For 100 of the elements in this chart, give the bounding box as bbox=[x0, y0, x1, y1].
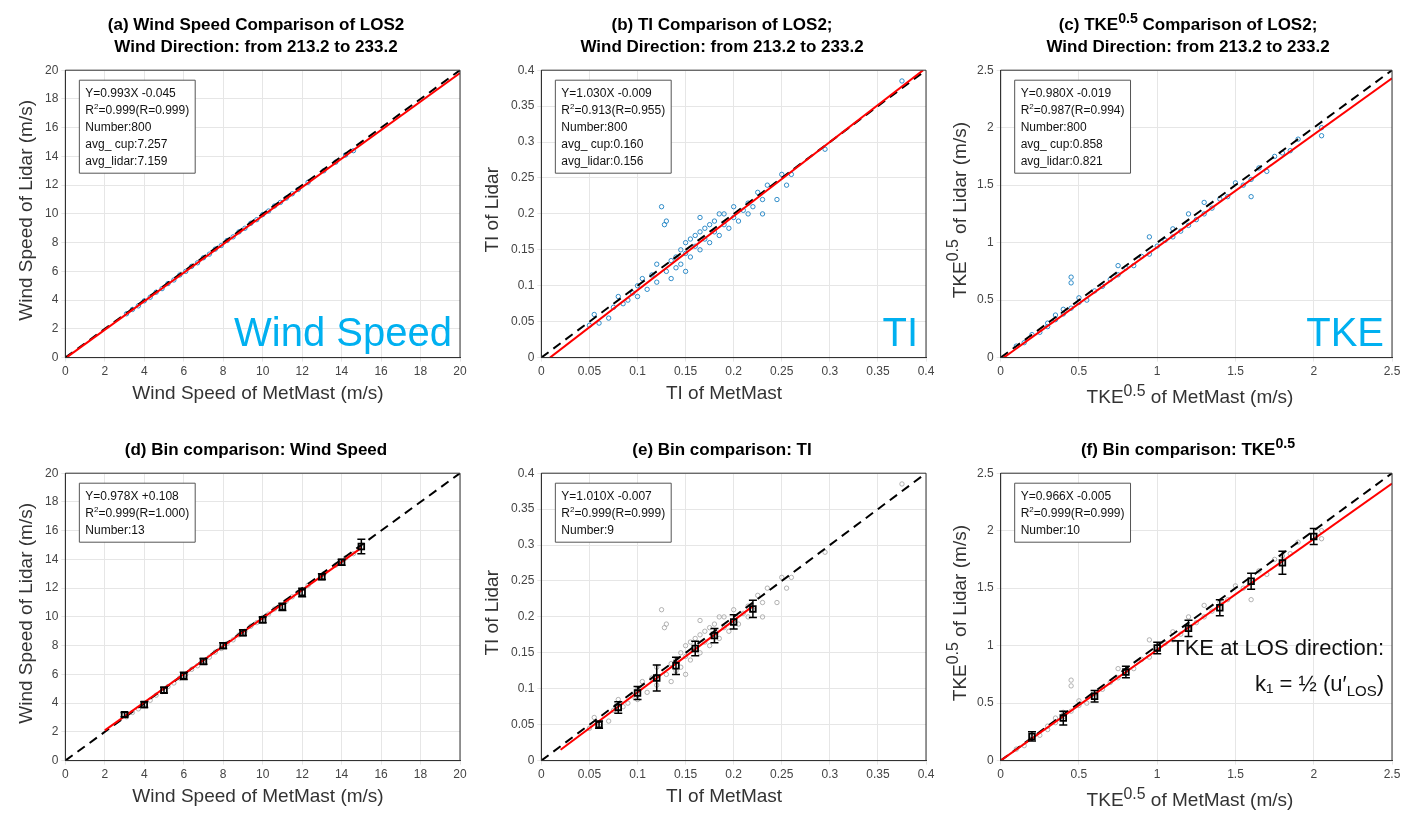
y-tick-label: 2 bbox=[51, 321, 59, 336]
y-tick-label: 18 bbox=[44, 494, 59, 509]
chart-title: (a) Wind Speed Comparison of LOS2 Wind Direction: from 213.2 to 233.2 bbox=[107, 14, 405, 58]
y-tick-label: 0 bbox=[986, 349, 994, 364]
y-tick-label: 1.5 bbox=[976, 177, 994, 192]
x-tick-label: 1.5 bbox=[1227, 364, 1245, 379]
y-tick-label: 6 bbox=[51, 666, 59, 681]
y-tick-label: 0.05 bbox=[511, 313, 535, 328]
y-tick-label: 0.2 bbox=[517, 206, 535, 221]
y-axis-title: Wind Speed of Lidar (m/s) bbox=[15, 99, 37, 321]
y-tick-label: 0.15 bbox=[511, 242, 535, 257]
x-tick-label: 0.05 bbox=[577, 364, 602, 379]
y-tick-label: 0.25 bbox=[511, 573, 535, 588]
x-tick-label: 2 bbox=[1310, 767, 1318, 782]
x-tick-label: 0 bbox=[538, 767, 546, 782]
x-tick-label: 4 bbox=[140, 364, 148, 379]
x-tick-label: 2.5 bbox=[1383, 767, 1401, 782]
y-axis-title: Wind Speed of Lidar (m/s) bbox=[15, 502, 37, 724]
x-tick-label: 0.15 bbox=[673, 767, 698, 782]
annotation: TKE bbox=[1306, 309, 1384, 354]
y-tick-label: 0.5 bbox=[976, 695, 994, 710]
x-tick-label: 0.1 bbox=[629, 364, 647, 379]
y-tick-label: 16 bbox=[44, 522, 59, 537]
x-tick-label: 2 bbox=[101, 767, 109, 782]
y-tick-label: 0 bbox=[986, 752, 994, 767]
y-tick-label: 18 bbox=[44, 91, 59, 106]
x-tick-label: 1 bbox=[1153, 767, 1161, 782]
y-tick-label: 0.3 bbox=[517, 134, 535, 149]
x-tick-label: 2 bbox=[1310, 364, 1318, 379]
x-tick-label: 0.5 bbox=[1070, 767, 1088, 782]
y-axis-title: TI of Lidar bbox=[481, 167, 503, 253]
y-tick-label: 2 bbox=[986, 119, 994, 134]
y-tick-label: 0.25 bbox=[511, 170, 535, 185]
x-tick-label: 0.3 bbox=[821, 767, 839, 782]
x-tick-label: 1 bbox=[1153, 364, 1161, 379]
x-tick-label: 0 bbox=[62, 364, 69, 379]
x-tick-label: 14 bbox=[334, 767, 349, 782]
y-tick-label: 1.5 bbox=[976, 580, 994, 595]
y-tick-label: 0 bbox=[527, 349, 535, 364]
y-tick-label: 0.35 bbox=[511, 98, 535, 113]
x-tick-label: 0.35 bbox=[866, 364, 890, 379]
x-tick-label: 14 bbox=[334, 364, 349, 379]
x-tick-label: 0 bbox=[62, 767, 69, 782]
x-tick-label: 12 bbox=[295, 364, 310, 379]
x-tick-label: 10 bbox=[255, 364, 270, 379]
annotation: TKE at LOS direction: bbox=[1171, 634, 1385, 660]
x-tick-label: 0 bbox=[538, 364, 546, 379]
y-tick-label: 0.4 bbox=[517, 465, 535, 480]
x-tick-label: 20 bbox=[453, 767, 467, 782]
y-tick-label: 14 bbox=[44, 148, 59, 163]
y-tick-label: 6 bbox=[51, 263, 59, 278]
y-tick-label: 20 bbox=[44, 465, 59, 480]
y-tick-label: 0.2 bbox=[517, 609, 535, 624]
x-tick-label: 10 bbox=[255, 767, 270, 782]
y-tick-label: 0.1 bbox=[517, 278, 535, 293]
y-tick-label: 0.35 bbox=[511, 501, 535, 516]
y-tick-label: 12 bbox=[44, 177, 59, 192]
annotation: TI bbox=[882, 309, 918, 354]
y-tick-label: 0 bbox=[527, 752, 535, 767]
y-tick-label: 0.3 bbox=[517, 537, 535, 552]
y-tick-label: 4 bbox=[51, 292, 59, 307]
y-tick-label: 16 bbox=[44, 119, 59, 134]
x-tick-label: 0.35 bbox=[866, 767, 890, 782]
x-tick-label: 0.1 bbox=[629, 767, 647, 782]
x-tick-label: 0 bbox=[997, 767, 1005, 782]
chart-title: (b) TI Comparison of LOS2; Wind Direction: from 213.2 to 233.2 bbox=[580, 14, 864, 58]
chart-title: (f) Bin comparison: TKE$^{0.5}$ bbox=[1080, 434, 1296, 461]
x-tick-label: 4 bbox=[140, 767, 148, 782]
x-tick-label: 0.3 bbox=[821, 364, 839, 379]
x-axis-title: TKE$^{0.5}$ of MetMast (m/s) bbox=[1085, 382, 1295, 409]
x-tick-label: 16 bbox=[374, 364, 389, 379]
x-tick-label: 1.5 bbox=[1227, 767, 1245, 782]
x-tick-label: 0.2 bbox=[725, 767, 743, 782]
y-tick-label: 2 bbox=[986, 522, 994, 537]
x-tick-label: 20 bbox=[453, 364, 467, 379]
x-tick-label: 0.5 bbox=[1070, 364, 1088, 379]
x-axis-title: Wind Speed of MetMast (m/s) bbox=[131, 382, 385, 404]
y-tick-label: 2 bbox=[51, 724, 59, 739]
x-tick-label: 8 bbox=[219, 364, 227, 379]
x-tick-label: 18 bbox=[413, 364, 428, 379]
chart-title: (d) Bin comparison: Wind Speed bbox=[124, 439, 388, 461]
y-tick-label: 0 bbox=[51, 349, 59, 364]
x-tick-label: 6 bbox=[180, 364, 188, 379]
annotation: Wind Speed bbox=[234, 309, 453, 354]
x-tick-label: 12 bbox=[295, 767, 310, 782]
y-tick-label: 0.4 bbox=[517, 62, 535, 77]
x-tick-label: 0.25 bbox=[770, 364, 794, 379]
x-tick-label: 0.15 bbox=[673, 364, 698, 379]
x-tick-label: 2.5 bbox=[1383, 364, 1401, 379]
y-tick-label: 1 bbox=[986, 637, 994, 652]
y-tick-label: 2.5 bbox=[976, 62, 994, 77]
y-tick-label: 14 bbox=[44, 551, 59, 566]
x-tick-label: 8 bbox=[219, 767, 227, 782]
chart-title: (e) Bin comparison: TI bbox=[632, 439, 812, 461]
y-tick-label: 1 bbox=[986, 234, 994, 249]
x-axis-title: TI of MetMast bbox=[664, 382, 784, 404]
x-tick-label: 0 bbox=[997, 364, 1005, 379]
y-tick-label: 0.5 bbox=[976, 292, 994, 307]
x-tick-label: 0.4 bbox=[917, 767, 935, 782]
y-axis-title: TI of Lidar bbox=[481, 570, 503, 656]
